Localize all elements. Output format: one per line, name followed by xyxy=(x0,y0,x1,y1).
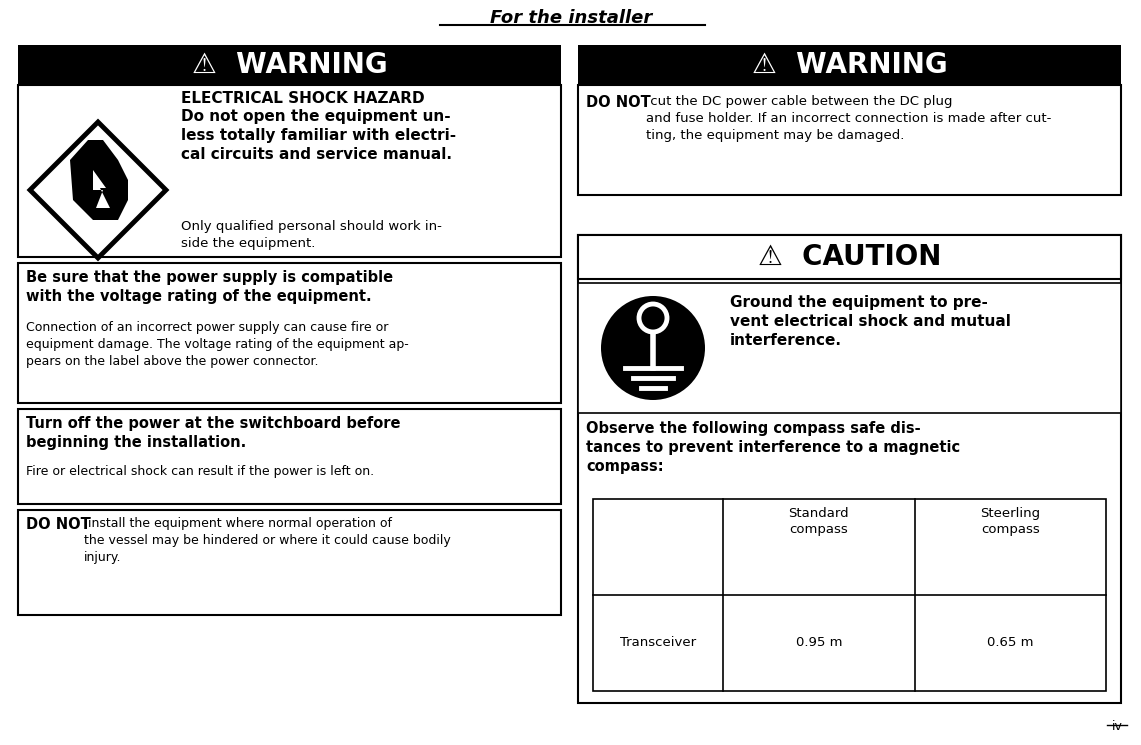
Text: Steerling
compass: Steerling compass xyxy=(980,507,1041,536)
Text: Be sure that the power supply is compatible
with the voltage rating of the equip: Be sure that the power supply is compati… xyxy=(26,270,394,304)
Bar xyxy=(593,499,1106,691)
Text: Ground the equipment to pre-
vent electrical shock and mutual
interference.: Ground the equipment to pre- vent electr… xyxy=(730,295,1011,349)
Text: Connection of an incorrect power supply can cause fire or
equipment damage. The : Connection of an incorrect power supply … xyxy=(26,321,408,367)
Text: Observe the following compass safe dis-
tances to prevent interference to a magn: Observe the following compass safe dis- … xyxy=(586,421,960,474)
Bar xyxy=(18,263,561,403)
Bar xyxy=(578,85,1120,195)
Text: DO NOT: DO NOT xyxy=(586,95,650,110)
Text: ⚠  WARNING: ⚠ WARNING xyxy=(192,51,387,79)
Text: ELECTRICAL SHOCK HAZARD: ELECTRICAL SHOCK HAZARD xyxy=(181,91,424,106)
Text: Transceiver: Transceiver xyxy=(620,636,696,650)
Circle shape xyxy=(601,296,705,400)
Bar xyxy=(18,45,561,85)
Text: 0.95 m: 0.95 m xyxy=(795,636,842,650)
Bar xyxy=(578,45,1120,85)
Polygon shape xyxy=(94,170,110,208)
Text: ⚠  WARNING: ⚠ WARNING xyxy=(752,51,947,79)
Text: Only qualified personal should work in-
side the equipment.: Only qualified personal should work in- … xyxy=(181,220,442,250)
Text: DO NOT: DO NOT xyxy=(26,517,91,532)
Bar xyxy=(578,283,1120,413)
Polygon shape xyxy=(70,140,128,220)
Text: ⚠  CAUTION: ⚠ CAUTION xyxy=(758,243,941,271)
Bar xyxy=(18,85,561,257)
Polygon shape xyxy=(30,122,165,258)
Bar xyxy=(578,235,1120,703)
Bar xyxy=(18,510,561,615)
Text: cut the DC power cable between the DC plug
and fuse holder. If an incorrect conn: cut the DC power cable between the DC pl… xyxy=(646,95,1051,142)
Circle shape xyxy=(639,304,667,332)
Text: Do not open the equipment un-
less totally familiar with electri-
cal circuits a: Do not open the equipment un- less total… xyxy=(181,109,456,162)
Text: Standard
compass: Standard compass xyxy=(788,507,849,536)
Bar xyxy=(578,235,1120,279)
Text: 0.65 m: 0.65 m xyxy=(987,636,1034,650)
Text: install the equipment where normal operation of
the vessel may be hindered or wh: install the equipment where normal opera… xyxy=(84,517,451,564)
Text: For the installer: For the installer xyxy=(489,9,653,27)
Bar xyxy=(18,409,561,504)
Text: iv: iv xyxy=(1111,720,1123,733)
Text: Turn off the power at the switchboard before
beginning the installation.: Turn off the power at the switchboard be… xyxy=(26,416,400,449)
Text: Fire or electrical shock can result if the power is left on.: Fire or electrical shock can result if t… xyxy=(26,465,374,478)
